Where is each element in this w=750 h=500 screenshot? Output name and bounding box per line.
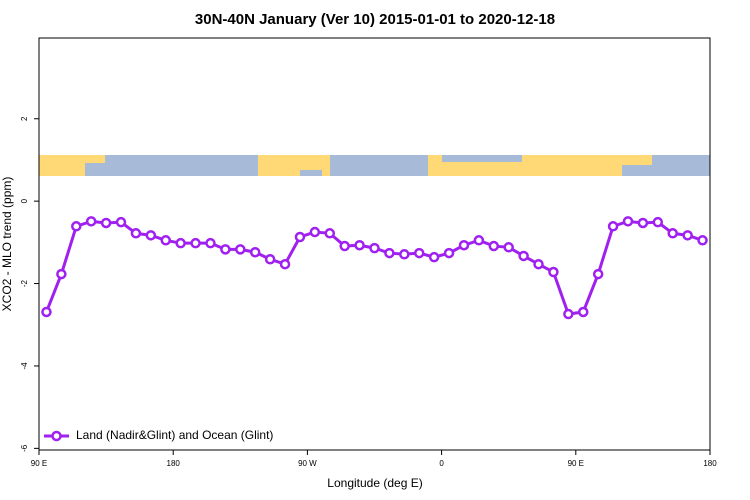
x-tick-label: 180: [167, 459, 181, 468]
data-point: [548, 266, 559, 278]
data-point: [652, 216, 664, 228]
data-point: [563, 308, 574, 320]
x-tick-label: 90 E: [31, 459, 47, 468]
data-point: [100, 217, 112, 229]
x-tick-label: 90 W: [298, 459, 317, 468]
data-point: [294, 231, 306, 243]
data-point: [369, 242, 380, 254]
x-tick-label: 90 E: [568, 459, 584, 468]
data-point: [592, 268, 604, 280]
data-point: [428, 251, 440, 263]
data-point: [205, 237, 216, 249]
data-point: [622, 216, 634, 227]
y-tick-label: -6: [20, 444, 29, 452]
y-tick-label: 0: [20, 198, 29, 203]
data-point: [220, 244, 231, 255]
y-axis-label: XCO2 - MLO trend (ppm): [0, 177, 14, 312]
data-point: [309, 226, 321, 238]
data-point: [235, 244, 246, 255]
data-point: [533, 258, 544, 270]
data-point: [115, 216, 127, 228]
x-tick-label: 180: [703, 459, 717, 468]
data-point: [473, 235, 485, 246]
data-point: [249, 246, 261, 258]
data-point: [190, 237, 201, 249]
data-line: [45, 219, 704, 316]
x-axis-label: Longitude (deg E): [327, 476, 422, 490]
data-point: [354, 239, 365, 251]
data-point: [667, 228, 678, 239]
plot-frame: [38, 37, 711, 451]
data-point: [399, 249, 410, 260]
data-point: [41, 306, 52, 318]
data-point: [488, 240, 500, 252]
data-point: [503, 242, 514, 253]
data-point: [682, 230, 693, 241]
data-point: [458, 239, 470, 251]
data-point: [339, 240, 350, 252]
x-tick-label: 0: [439, 459, 444, 468]
y-tick-label: 2: [20, 116, 29, 121]
data-point: [413, 247, 425, 259]
legend-marker: [51, 430, 62, 442]
data-point: [518, 250, 529, 262]
map-strip: [39, 155, 710, 176]
data-point: [324, 228, 336, 239]
data-point: [160, 235, 171, 246]
chart-title: 30N-40N January (Ver 10) 2015-01-01 to 2…: [195, 11, 555, 28]
data-point: [145, 230, 157, 241]
y-tick-label: -2: [20, 279, 29, 287]
data-point: [697, 235, 708, 246]
data-point: [384, 247, 395, 259]
data-point: [637, 217, 649, 229]
data-point: [279, 258, 291, 270]
data-point: [264, 253, 276, 265]
data-point: [607, 221, 619, 232]
data-point: [56, 268, 67, 280]
data-point: [578, 306, 589, 318]
y-tick-label: -4: [20, 362, 29, 370]
data-point: [175, 237, 186, 249]
data-point: [130, 228, 142, 239]
legend-label: Land (Nadir&Glint) and Ocean (Glint): [76, 428, 273, 442]
data-point: [71, 221, 82, 232]
data-point: [443, 247, 455, 259]
data-point: [85, 216, 97, 227]
